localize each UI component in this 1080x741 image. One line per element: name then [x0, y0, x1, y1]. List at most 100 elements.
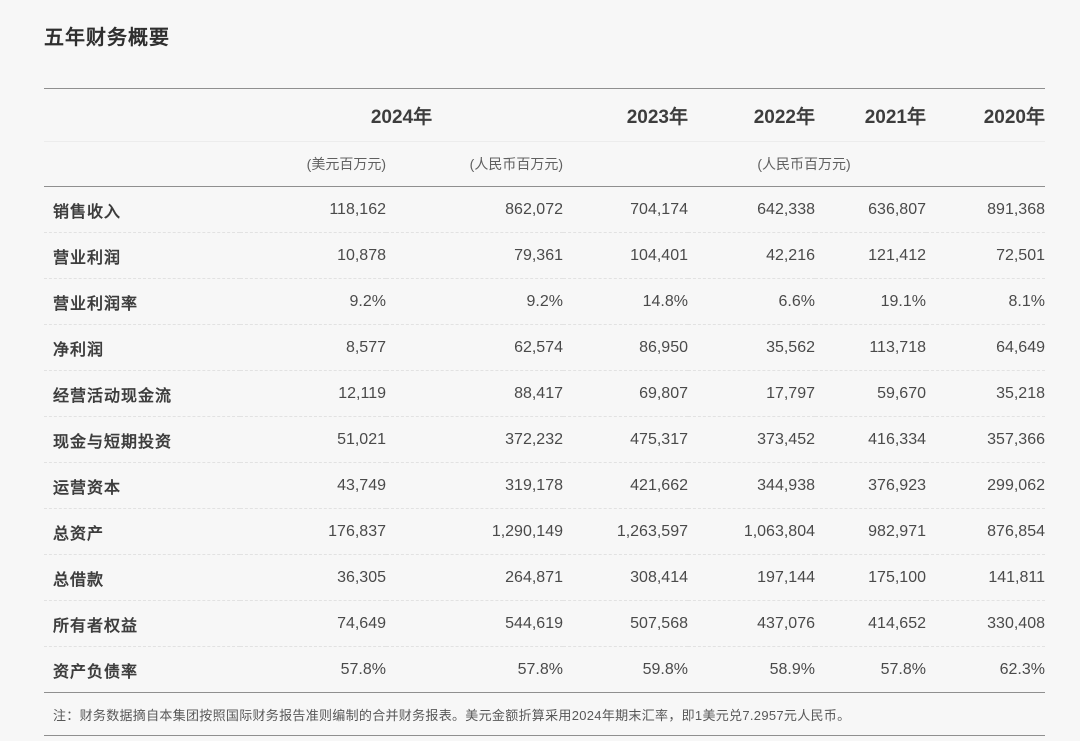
cell-value: 344,938 [688, 462, 815, 509]
cell-value: 69,807 [563, 370, 688, 417]
cell-value: 414,652 [815, 600, 926, 647]
table-row: 所有者权益 74,649 544,619 507,568 437,076 414,652 3… [44, 600, 1045, 647]
row-label: 运营资本 [44, 462, 240, 509]
cell-value: 9.2% [240, 278, 386, 325]
cell-value: 376,923 [815, 462, 926, 509]
cell-value: 416,334 [815, 416, 926, 463]
cell-value: 59,670 [815, 370, 926, 417]
cell-value: 373,452 [688, 416, 815, 463]
cell-value: 43,749 [240, 462, 386, 509]
table-body: 销售收入 118,162 862,072 704,174 642,338 636,807 8… [44, 187, 1045, 693]
table-row: 运营资本 43,749 319,178 421,662 344,938 376,923 29… [44, 462, 1045, 509]
year-header-2021: 2021年 [815, 88, 926, 142]
cell-value: 12,119 [240, 370, 386, 417]
row-label: 净利润 [44, 324, 240, 371]
cell-value: 62.3% [926, 646, 1045, 693]
cell-value: 59.8% [563, 646, 688, 693]
cell-value: 36,305 [240, 554, 386, 601]
cell-value: 10,878 [240, 232, 386, 279]
footnote-row: 注：财务数据摘自本集团按照国际财务报告准则编制的合并财务报表。美元金额折算采用2… [44, 692, 1045, 736]
table-row: 经营活动现金流 12,119 88,417 69,807 17,797 59,670 35,… [44, 370, 1045, 417]
cell-value: 42,216 [688, 232, 815, 279]
row-label: 经营活动现金流 [44, 370, 240, 417]
cell-value: 176,837 [240, 508, 386, 555]
cell-value: 1,290,149 [386, 508, 563, 555]
row-label: 现金与短期投资 [44, 416, 240, 463]
row-label: 总资产 [44, 508, 240, 555]
cell-value: 64,649 [926, 324, 1045, 371]
cell-value: 118,162 [329, 200, 386, 218]
cell-value: 6.6% [688, 278, 815, 325]
row-label: 营业利润率 [44, 278, 240, 325]
row-label: 总借款 [44, 554, 240, 601]
unit-header-empty [44, 141, 240, 187]
cell-value: 35,218 [926, 370, 1045, 417]
year-header-row: 2024年 2023年 2022年 2021年 2020年 [44, 88, 1045, 142]
cell-value: 19.1% [815, 278, 926, 325]
cell-value: 704,174 [630, 200, 688, 218]
cell-value: 35,562 [688, 324, 815, 371]
cell-value: 876,854 [926, 508, 1045, 555]
cell-value: 421,662 [563, 462, 688, 509]
cell-value: 121,412 [815, 232, 926, 279]
cell-value: 437,076 [688, 600, 815, 647]
cell-value: 17,797 [688, 370, 815, 417]
cell-value: 8,577 [240, 324, 386, 371]
cell-value: 9.2% [386, 278, 563, 325]
unit-rmb-prior-years-header: (人民币百万元) [563, 141, 1045, 187]
cell-value: 57.8% [240, 646, 386, 693]
cell-value: 14.8% [563, 278, 688, 325]
cell-value: 57.8% [815, 646, 926, 693]
unit-rmb-2024-header: (人民币百万元) [386, 141, 563, 187]
table-row: 总资产 176,837 1,290,149 1,263,597 1,063,804 982… [44, 508, 1045, 555]
cell-value: 175,100 [815, 554, 926, 601]
unit-usd-header: (美元百万元) [240, 141, 386, 187]
table-row: 净利润 8,577 62,574 86,950 35,562 113,718 64,649 [44, 324, 1045, 371]
table-header: 2024年 2023年 2022年 2021年 2020年 (美元百万元) (人… [44, 88, 1045, 187]
year-header-2024: 2024年 [240, 88, 563, 142]
cell-value: 1,263,597 [563, 508, 688, 555]
row-label: 营业利润 [44, 232, 240, 279]
cell-value: 51,021 [240, 416, 386, 463]
cell-value: 642,338 [757, 200, 815, 218]
cell-value: 79,361 [386, 232, 563, 279]
cell-value: 8.1% [926, 278, 1045, 325]
footnote: 注：财务数据摘自本集团按照国际财务报告准则编制的合并财务报表。美元金额折算采用2… [44, 692, 1045, 736]
cell-value: 57.8% [386, 646, 563, 693]
cell-value: 507,568 [563, 600, 688, 647]
cell-value: 299,062 [926, 462, 1045, 509]
cell-value: 330,408 [926, 600, 1045, 647]
unit-header-row: (美元百万元) (人民币百万元) (人民币百万元) [44, 141, 1045, 187]
table-row: 资产负债率 57.8% 57.8% 59.8% 58.9% 57.8% 62.3% [44, 646, 1045, 693]
cell-value: 62,574 [386, 324, 563, 371]
row-label: 所有者权益 [44, 600, 240, 647]
year-header-2022: 2022年 [688, 88, 815, 142]
page-title: 五年财务概要 [44, 27, 170, 49]
year-header-2020: 2020年 [926, 88, 1045, 142]
cell-value: 372,232 [386, 416, 563, 463]
table-row: 现金与短期投资 51,021 372,232 475,317 373,452 416,33… [44, 416, 1045, 463]
cell-value: 357,366 [926, 416, 1045, 463]
cell-value: 72,501 [926, 232, 1045, 279]
cell-value: 891,368 [987, 200, 1045, 218]
cell-value: 982,971 [815, 508, 926, 555]
cell-value: 104,401 [563, 232, 688, 279]
year-header-2023: 2023年 [563, 88, 688, 142]
table-row: 营业利润 10,878 79,361 104,401 42,216 121,412 72,5… [44, 232, 1045, 279]
cell-value: 141,811 [926, 554, 1045, 601]
cell-value: 264,871 [386, 554, 563, 601]
table-row: 销售收入 118,162 862,072 704,174 642,338 636,807 8… [44, 187, 1045, 233]
cell-value: 88,417 [386, 370, 563, 417]
cell-value: 319,178 [386, 462, 563, 509]
cell-value: 308,414 [563, 554, 688, 601]
cell-value: 86,950 [563, 324, 688, 371]
cell-value: 113,718 [815, 324, 926, 371]
row-label: 资产负债率 [44, 646, 240, 693]
cell-value: 544,619 [386, 600, 563, 647]
cell-value: 74,649 [240, 600, 386, 647]
row-label: 销售收入 [53, 203, 122, 221]
cell-value: 58.9% [688, 646, 815, 693]
table-row: 营业利润率 9.2% 9.2% 14.8% 6.6% 19.1% 8.1% [44, 278, 1045, 325]
cell-value: 475,317 [563, 416, 688, 463]
